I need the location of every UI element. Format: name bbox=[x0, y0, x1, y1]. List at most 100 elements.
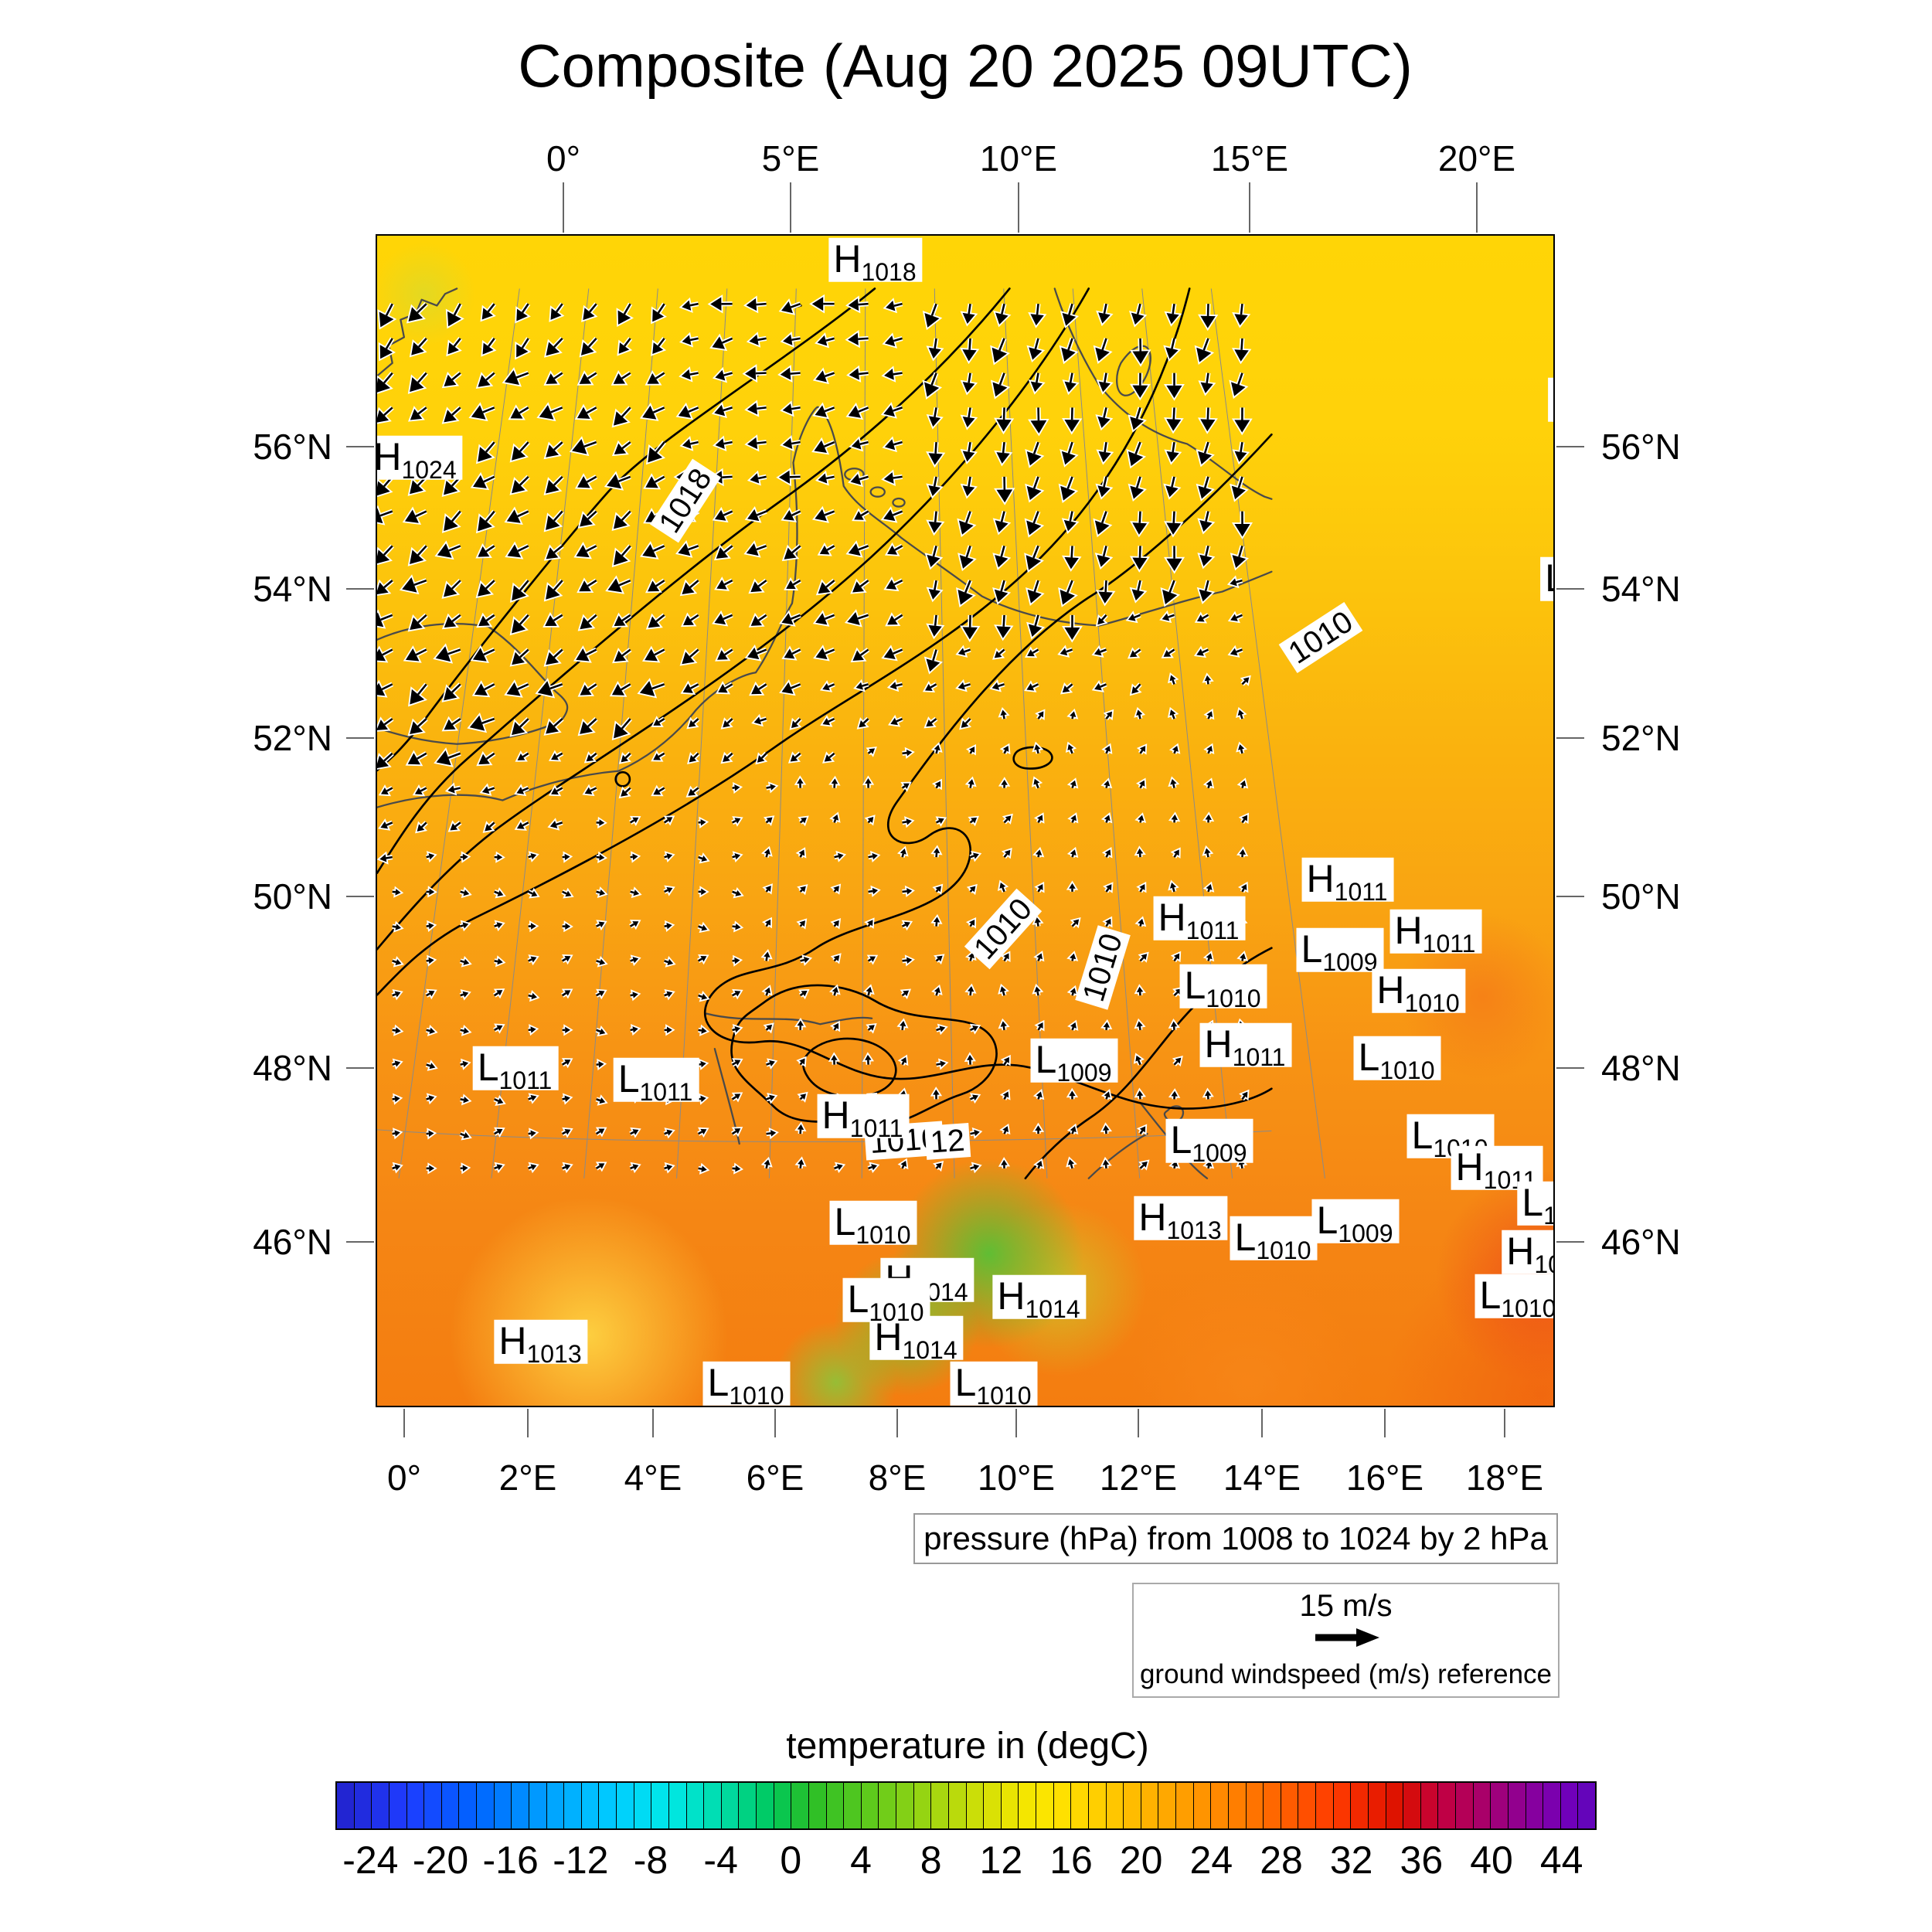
colorbar-cell bbox=[739, 1783, 757, 1828]
colorbar-cell bbox=[1508, 1783, 1526, 1828]
axis-tick bbox=[1556, 588, 1584, 590]
border-alps-north bbox=[706, 1012, 873, 1026]
colorbar-cell bbox=[424, 1783, 442, 1828]
colorbar-cell bbox=[896, 1783, 914, 1828]
colorbar-tick-label: -24 bbox=[342, 1838, 399, 1882]
colorbar-tick-label: 36 bbox=[1400, 1838, 1444, 1882]
axis-tick bbox=[346, 1067, 374, 1069]
high-pressure-label: H1011 bbox=[1199, 1022, 1292, 1070]
axis-label: 10°E bbox=[977, 1458, 1056, 1498]
colorbar-tick-label: -8 bbox=[633, 1838, 668, 1882]
wind-reference-speed: 15 m/s bbox=[1299, 1589, 1393, 1623]
colorbar-cell bbox=[406, 1783, 425, 1828]
colorbar-cell bbox=[529, 1783, 547, 1828]
axis-tick bbox=[346, 737, 374, 739]
colorbar-cell bbox=[1403, 1783, 1421, 1828]
colorbar-cell bbox=[1001, 1783, 1019, 1828]
axis-label: 56°N bbox=[253, 427, 332, 467]
axis-tick bbox=[896, 1409, 898, 1437]
colorbar-cell bbox=[546, 1783, 565, 1828]
colorbar-cell bbox=[441, 1783, 460, 1828]
coast-adriatic bbox=[1139, 1101, 1209, 1179]
wind-arrow-layer bbox=[377, 294, 1253, 1175]
colorbar-cell bbox=[1088, 1783, 1107, 1828]
axis-label: 2°E bbox=[498, 1458, 557, 1498]
coast-island bbox=[892, 497, 906, 508]
axis-label: 52°N bbox=[253, 718, 332, 758]
pressure-caption-text: pressure (hPa) from 1008 to 1024 by 2 hP… bbox=[923, 1520, 1548, 1556]
axis-label: 50°N bbox=[253, 876, 332, 917]
coast-island bbox=[869, 486, 886, 498]
colorbar-cell bbox=[1106, 1783, 1124, 1828]
low-pressure-label: L1011 bbox=[613, 1057, 699, 1104]
colorbar-cell bbox=[1228, 1783, 1247, 1828]
axis-label: 10°E bbox=[979, 138, 1058, 179]
low-pressure-label: L1010 bbox=[1406, 1114, 1495, 1161]
colorbar-cell bbox=[581, 1783, 600, 1828]
colorbar-cell bbox=[668, 1783, 687, 1828]
high-pressure-label: H1024 bbox=[377, 435, 463, 482]
colorbar-cell bbox=[1316, 1783, 1334, 1828]
colorbar-cell bbox=[1036, 1783, 1054, 1828]
parallel-line bbox=[377, 1129, 1272, 1142]
colorbar-cell bbox=[494, 1783, 512, 1828]
colorbar-tick-label: -12 bbox=[553, 1838, 609, 1882]
axis-tick bbox=[346, 896, 374, 897]
high-pressure-label: H1011 bbox=[1389, 909, 1482, 956]
axis-tick bbox=[563, 182, 564, 233]
wind-reference-caption: ground windspeed (m/s) reference bbox=[1139, 1659, 1553, 1689]
colorbar-cell bbox=[826, 1783, 845, 1828]
high-pressure-label: H1011 bbox=[817, 1094, 910, 1141]
axis-label: 54°N bbox=[1601, 569, 1681, 609]
coast-norway bbox=[377, 287, 458, 377]
colorbar-cell bbox=[686, 1783, 705, 1828]
axis-label: 18°E bbox=[1465, 1458, 1544, 1498]
high-pressure-label: H1011 bbox=[1153, 896, 1246, 943]
isobar-1012-closed bbox=[730, 984, 998, 1126]
colorbar-cell bbox=[704, 1783, 722, 1828]
meridian-line bbox=[676, 288, 728, 1179]
wind-reference-box: 15 m/s ground windspeed (m/s) reference bbox=[1132, 1583, 1560, 1698]
colorbar-cell bbox=[1019, 1783, 1036, 1828]
axis-label: 6°E bbox=[746, 1458, 804, 1498]
colorbar-cell bbox=[984, 1783, 1002, 1828]
low-pressure-label: L1010 bbox=[1179, 964, 1267, 1011]
colorbar-cell bbox=[948, 1783, 967, 1828]
colorbar-title: temperature in (degC) bbox=[786, 1726, 1149, 1767]
colorbar-cell bbox=[1438, 1783, 1456, 1828]
colorbar-cell bbox=[1351, 1783, 1369, 1828]
colorbar-cell bbox=[1124, 1783, 1141, 1828]
coast-england bbox=[377, 623, 569, 745]
low-pressure-label: L1010 bbox=[1230, 1216, 1318, 1263]
axis-label: 8°E bbox=[868, 1458, 927, 1498]
isobar-small-circle bbox=[614, 770, 631, 787]
low-pressure-label: L1010 bbox=[1475, 1274, 1553, 1321]
meridian-line bbox=[398, 288, 520, 1179]
colorbar-cell bbox=[354, 1783, 372, 1828]
isobar-small-oval bbox=[1012, 746, 1053, 770]
axis-label: 0° bbox=[387, 1458, 421, 1498]
axis-label: 5°E bbox=[761, 138, 820, 179]
wind-reference-arrow bbox=[1315, 1628, 1379, 1647]
colorbar-cell bbox=[774, 1783, 792, 1828]
meridian-line bbox=[491, 288, 590, 1179]
colorbar-cell bbox=[1420, 1783, 1439, 1828]
colorbar-cell bbox=[1264, 1783, 1281, 1828]
colorbar-tick-label: -20 bbox=[412, 1838, 469, 1882]
high-pressure-label: H1013 bbox=[494, 1319, 588, 1366]
colorbar-tick-label: 32 bbox=[1329, 1838, 1373, 1882]
colorbar-cell bbox=[1543, 1783, 1561, 1828]
colorbar-tick-label: 8 bbox=[920, 1838, 942, 1882]
colorbar-cell bbox=[808, 1783, 827, 1828]
low-pressure-label: L1009 bbox=[1311, 1199, 1400, 1246]
axis-label: 20°E bbox=[1437, 138, 1516, 179]
meridian-line bbox=[1072, 288, 1141, 1179]
axis-tick bbox=[1556, 1241, 1584, 1243]
colorbar-tick-label: 0 bbox=[780, 1838, 802, 1882]
axis-tick bbox=[346, 446, 374, 447]
colorbar-cell bbox=[1456, 1783, 1474, 1828]
colorbar-tick-label: 40 bbox=[1470, 1838, 1513, 1882]
colorbar-cell bbox=[1560, 1783, 1579, 1828]
colorbar-cell bbox=[1158, 1783, 1176, 1828]
